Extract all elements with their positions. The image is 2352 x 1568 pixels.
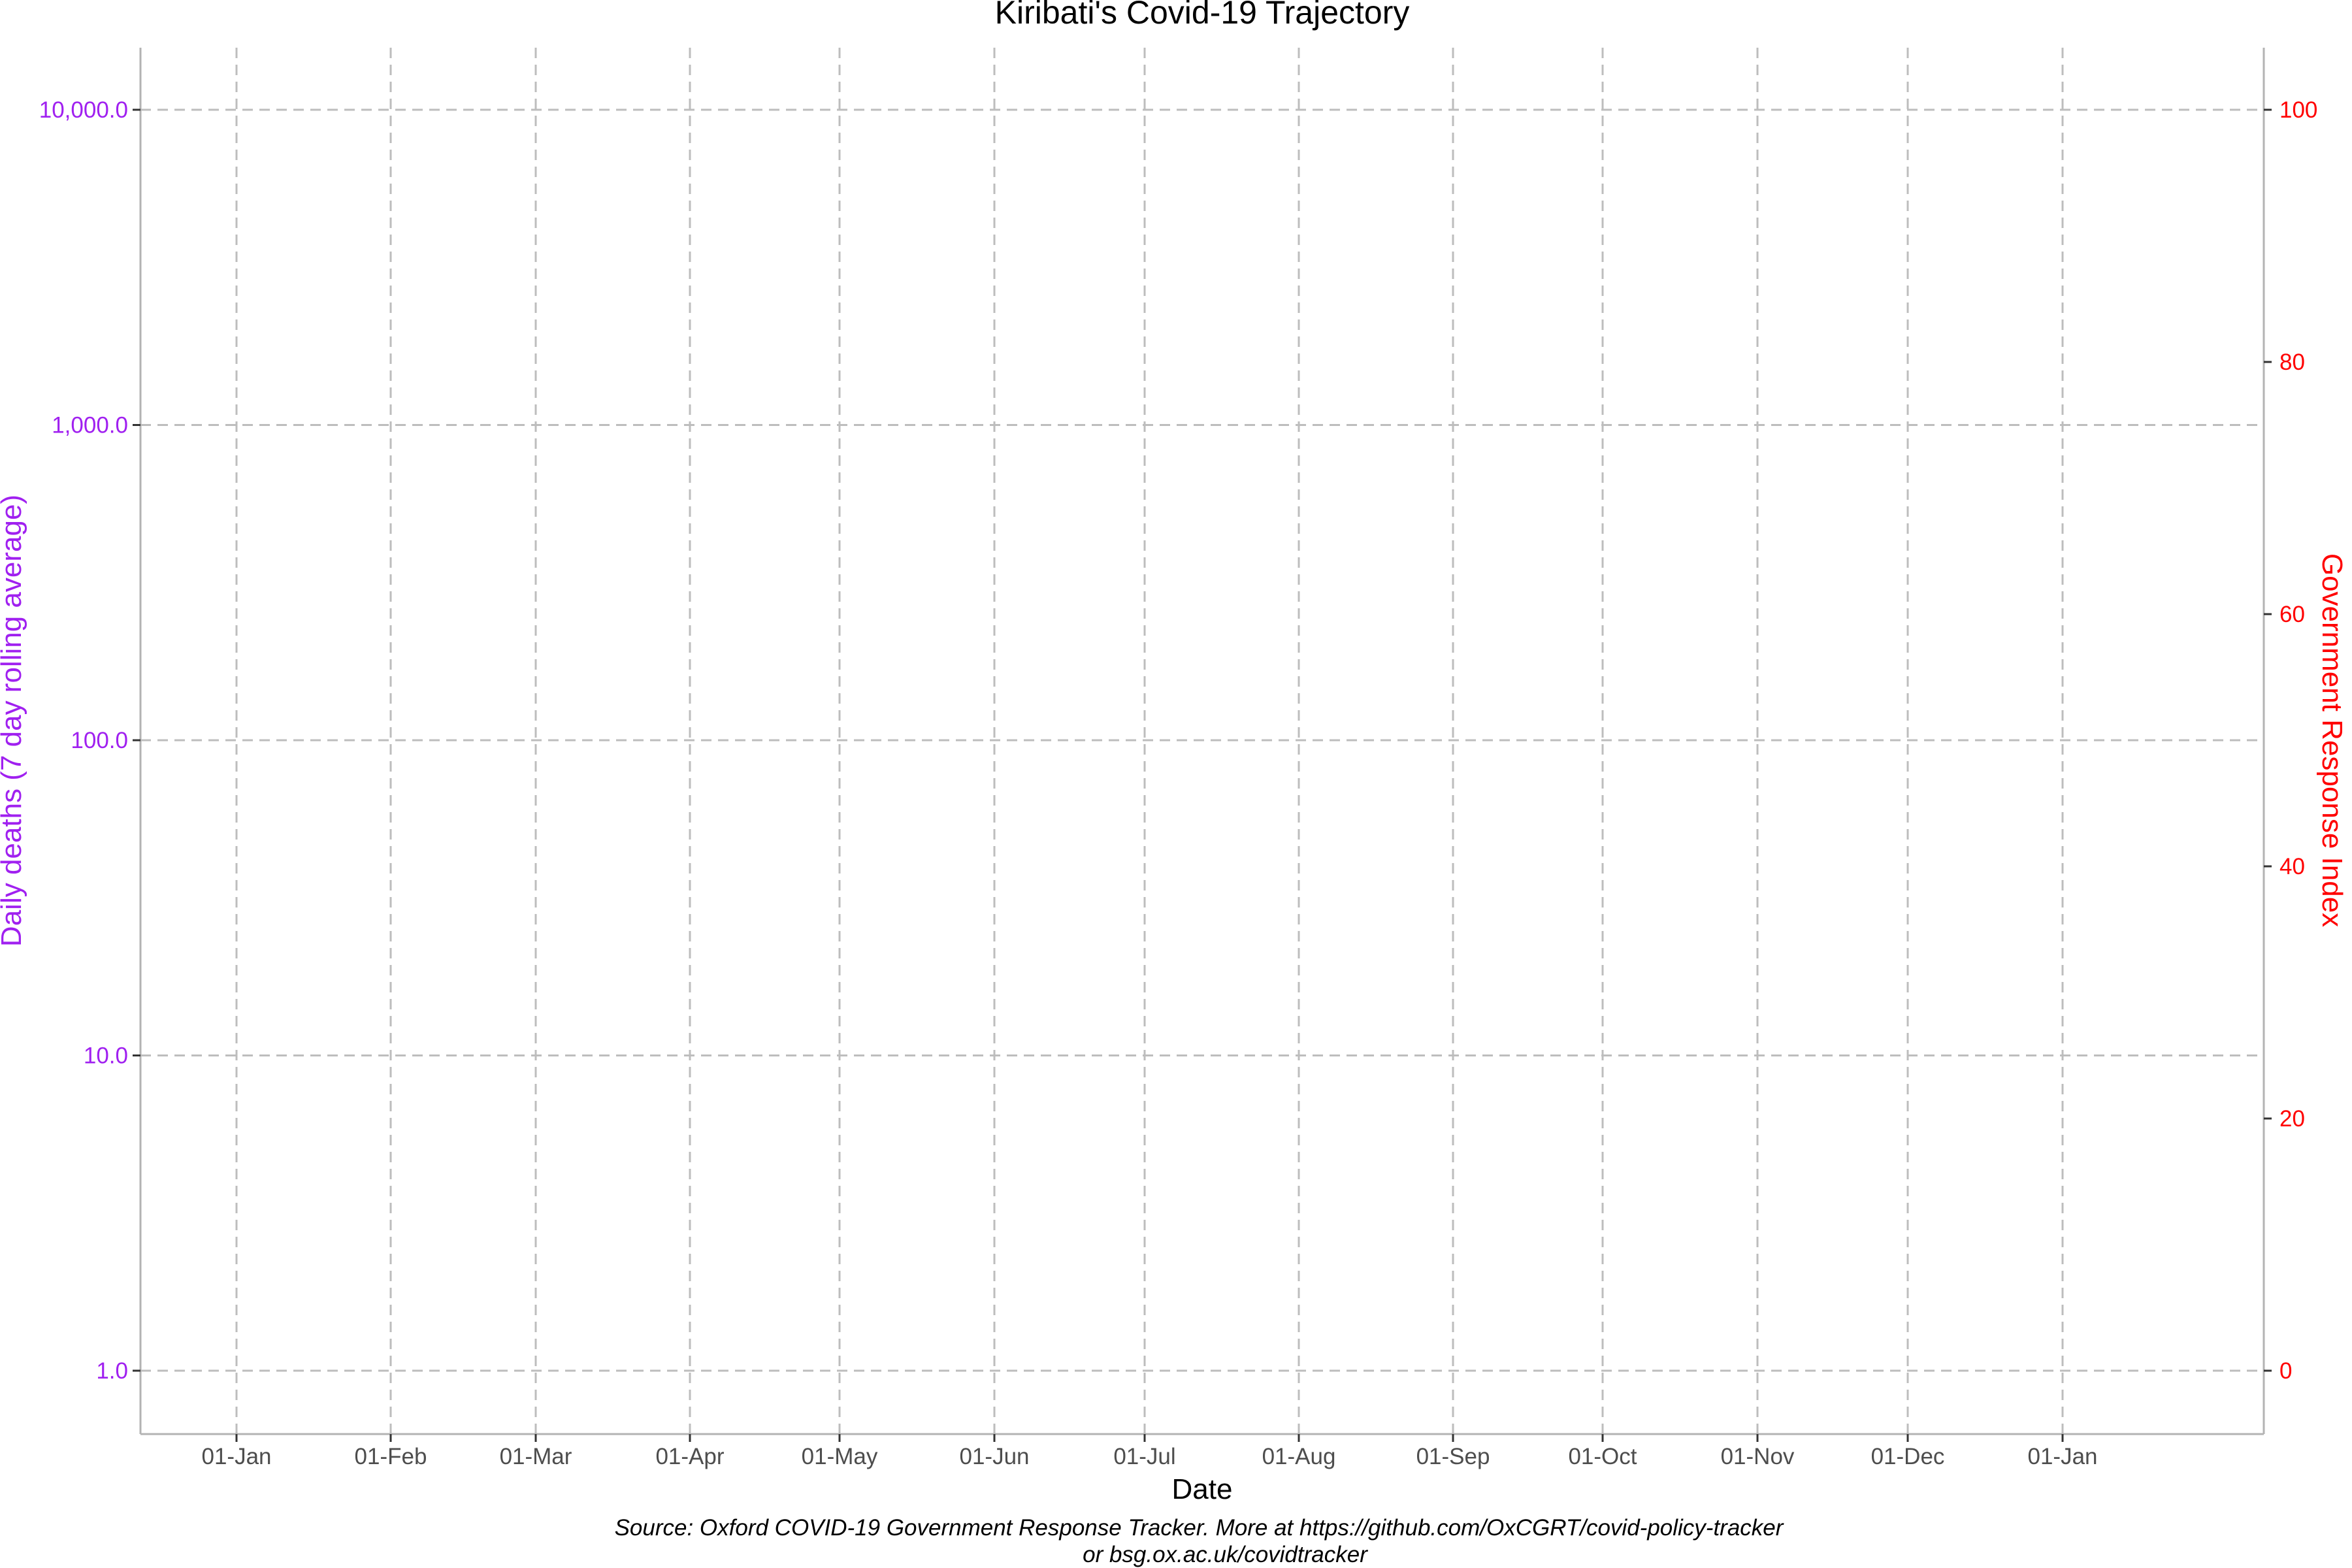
x-tick-label: 01-Apr (655, 1444, 724, 1469)
left-tick-label: 100.0 (71, 728, 128, 753)
right-axis-ticks: 0 20 40 60 80 100 (2264, 97, 2317, 1384)
x-tick-label: 01-Nov (1721, 1444, 1795, 1469)
x-tick-label: 01-Aug (1262, 1444, 1336, 1469)
right-tick-label: 60 (2279, 602, 2305, 627)
x-tick-label: 01-Jun (959, 1444, 1029, 1469)
source-caption-line-1: Source: Oxford COVID-19 Government Respo… (615, 1515, 1784, 1541)
x-tick-label: 01-Jan (2027, 1444, 2097, 1469)
x-tick-label: 01-Dec (1871, 1444, 1945, 1469)
right-tick-label: 40 (2279, 854, 2305, 879)
source-caption-line-2: or bsg.ox.ac.uk/covidtracker (1083, 1542, 1368, 1567)
x-tick-label: 01-Oct (1568, 1444, 1637, 1469)
x-tick-label: 01-Jan (201, 1444, 271, 1469)
right-tick-label: 20 (2279, 1106, 2305, 1132)
x-tick-label: 01-May (802, 1444, 878, 1469)
x-axis-label: Date (1172, 1473, 1233, 1505)
right-tick-label: 80 (2279, 350, 2305, 375)
x-tick-label: 01-Feb (355, 1444, 427, 1469)
x-tick-label: 01-Sep (1416, 1444, 1490, 1469)
left-axis-ticks: 1.0 10.0 100.0 1,000.0 10,000.0 (39, 97, 140, 1384)
chart-title: Kiribati's Covid-19 Trajectory (995, 0, 1410, 31)
left-tick-label: 10,000.0 (39, 97, 128, 123)
horizontal-gridlines (140, 108, 2264, 1372)
x-axis-ticks: 01-Jan 01-Feb 01-Mar 01-Apr 01-May 01-Jun 01-J… (201, 1434, 2098, 1469)
left-tick-label: 10.0 (84, 1043, 128, 1069)
left-tick-label: 1,000.0 (52, 413, 128, 438)
left-tick-label: 1.0 (96, 1358, 128, 1384)
vertical-gridlines (235, 48, 2064, 1434)
x-tick-label: 01-Jul (1113, 1444, 1175, 1469)
right-axis-label: Government Response Index (2316, 553, 2348, 927)
left-axis-label: Daily deaths (7 day rolling average) (0, 495, 27, 947)
right-tick-label: 100 (2279, 97, 2317, 123)
x-tick-label: 01-Mar (500, 1444, 572, 1469)
right-tick-label: 0 (2279, 1358, 2292, 1384)
